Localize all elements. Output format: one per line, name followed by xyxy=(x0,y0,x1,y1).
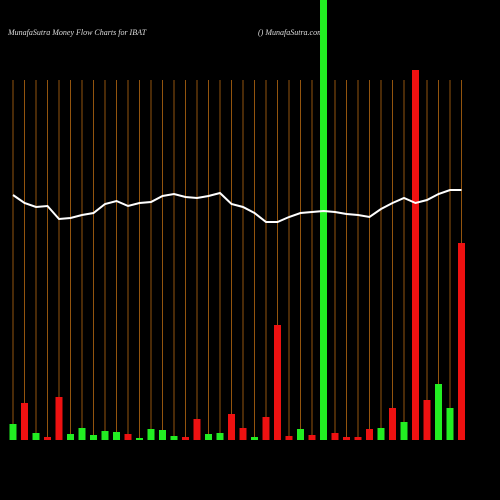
bar xyxy=(205,434,212,440)
bar xyxy=(400,422,408,440)
bar xyxy=(67,434,74,440)
bar xyxy=(274,325,281,440)
bar xyxy=(308,435,316,440)
bar xyxy=(170,436,178,440)
bar xyxy=(251,437,258,440)
chart-title: MunafaSutra Money Flow Charts for IBAT xyxy=(7,28,147,37)
bar xyxy=(239,428,247,440)
bar xyxy=(412,70,419,440)
bar xyxy=(262,417,270,440)
bar xyxy=(320,0,327,440)
bar xyxy=(9,424,17,440)
bar xyxy=(389,408,396,440)
bar xyxy=(435,384,442,440)
bar xyxy=(366,429,373,440)
bar xyxy=(458,243,465,440)
bar xyxy=(101,431,109,440)
bar xyxy=(90,435,97,440)
bar xyxy=(21,403,28,440)
bar xyxy=(147,429,155,440)
bar xyxy=(159,430,166,440)
bar xyxy=(182,437,189,440)
bar xyxy=(446,408,454,440)
bar xyxy=(285,436,293,440)
bar xyxy=(343,437,350,440)
bar xyxy=(297,429,304,440)
bar xyxy=(331,433,339,440)
bar xyxy=(354,437,362,440)
bar xyxy=(124,434,132,440)
bar xyxy=(228,414,235,440)
chart-subtitle: () MunafaSutra.com xyxy=(258,28,323,37)
bar xyxy=(32,433,40,440)
price-line xyxy=(12,189,462,223)
bar xyxy=(136,438,143,440)
bar xyxy=(55,397,63,440)
bar xyxy=(113,432,120,440)
bar xyxy=(216,433,224,440)
bar xyxy=(193,419,201,440)
bar xyxy=(423,400,431,440)
bar xyxy=(377,428,385,440)
bar xyxy=(78,428,86,440)
bar xyxy=(44,437,51,440)
